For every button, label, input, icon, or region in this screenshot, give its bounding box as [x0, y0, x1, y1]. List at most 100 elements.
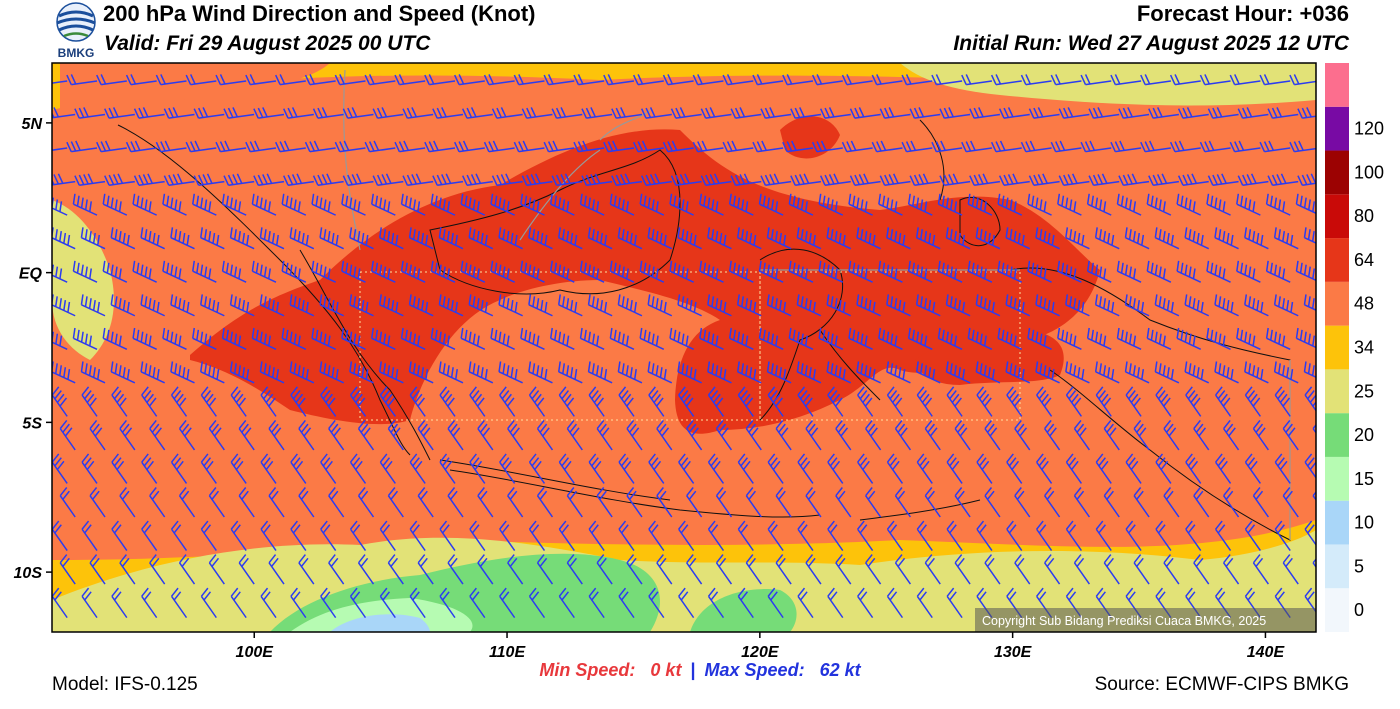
wind-barb — [618, 520, 635, 551]
wind-barb — [707, 520, 725, 551]
wind-barb — [162, 193, 187, 216]
wind-barb — [766, 227, 792, 250]
wind-barb — [670, 107, 702, 119]
wind-barb — [1176, 193, 1202, 216]
wind-barb — [268, 554, 285, 585]
wind-barb — [699, 260, 724, 283]
min-speed-label: Min Speed: — [539, 660, 636, 680]
wind-barb — [857, 520, 874, 551]
wind-barb — [879, 173, 911, 186]
wind-barb — [841, 140, 873, 153]
colorbar-label: 64 — [1354, 250, 1374, 270]
wind-barb — [298, 487, 315, 518]
wind-barb — [424, 140, 456, 153]
wind-barb — [551, 173, 583, 186]
wind-barb — [230, 587, 247, 619]
wind-barb — [312, 173, 344, 186]
wind-barb — [349, 386, 367, 417]
wind-barb — [767, 587, 784, 619]
wind-barb — [617, 227, 643, 250]
wind-barb — [1086, 193, 1112, 216]
wind-barb — [617, 361, 643, 384]
wind-barb — [954, 487, 971, 518]
wind-barb — [1274, 520, 1291, 551]
wind-barb — [520, 193, 545, 216]
wind-barb — [1304, 587, 1316, 614]
wind-barb — [289, 361, 315, 384]
wind-barb — [1206, 327, 1231, 350]
wind-barb — [835, 487, 852, 518]
wind-barb — [72, 327, 98, 350]
wind-barb — [245, 74, 277, 86]
wind-barb — [907, 260, 933, 283]
wind-barb — [477, 554, 494, 585]
wind-barb — [1282, 554, 1299, 585]
wind-barb — [670, 173, 702, 186]
wind-barb — [767, 520, 784, 551]
colorbar-segment — [1325, 106, 1349, 151]
wind-barb — [370, 260, 396, 283]
wind-barb — [886, 520, 904, 551]
wind-barb — [1176, 327, 1202, 350]
wind-barb — [937, 327, 963, 350]
wind-barb — [1237, 107, 1269, 119]
wind-barb — [618, 386, 635, 417]
colorbar-label: 80 — [1354, 206, 1374, 226]
wind-barb — [394, 74, 426, 86]
wind-barb — [797, 587, 814, 619]
wind-barb — [969, 173, 1001, 186]
wind-barb — [378, 227, 404, 250]
wind-barb — [1035, 294, 1060, 317]
wind-barb — [573, 140, 605, 153]
wind-barb — [387, 487, 404, 518]
wind-barb — [342, 107, 374, 119]
wind-barb — [916, 520, 933, 551]
wind-barb — [1125, 453, 1142, 484]
wind-barb — [609, 193, 635, 216]
wind-barb — [856, 361, 881, 384]
wind-barb — [939, 173, 971, 186]
colorbar-segment — [1325, 325, 1349, 370]
wind-barb — [998, 107, 1030, 119]
wind-barb — [984, 487, 1001, 518]
wind-barb — [707, 361, 732, 384]
wind-barb — [700, 173, 732, 186]
wind-barb — [886, 361, 911, 384]
wind-barb — [110, 361, 136, 384]
wind-barb — [805, 419, 822, 451]
wind-barb — [603, 74, 635, 86]
wind-barb — [370, 327, 396, 350]
wind-barb — [945, 294, 971, 317]
wind-barb — [52, 386, 68, 417]
wind-barb — [1295, 327, 1316, 349]
wind-barb — [699, 327, 724, 350]
wind-barb — [1035, 227, 1060, 250]
wind-barb — [223, 173, 255, 186]
wind-barb — [551, 107, 583, 119]
wind-barb — [700, 107, 732, 119]
colorbar-segment — [1325, 150, 1349, 195]
wind-barb — [104, 173, 135, 186]
wind-barb — [1028, 107, 1060, 119]
wind-barb — [438, 361, 464, 384]
colorbar-segment — [1325, 588, 1349, 632]
wind-barb — [1094, 227, 1120, 250]
wind-barb — [1065, 361, 1090, 384]
wind-barb — [640, 107, 672, 119]
wind-barb — [357, 554, 375, 585]
wind-barb — [737, 453, 754, 484]
wind-barb — [931, 74, 963, 86]
wind-barb — [208, 487, 225, 518]
wind-barb — [1005, 227, 1031, 250]
lat-tick-label: 5N — [22, 116, 43, 133]
wind-barb — [1086, 260, 1112, 283]
colorbar-segment — [1325, 238, 1349, 282]
wind-barb — [119, 419, 136, 451]
wind-barb — [281, 260, 307, 283]
wind-barb — [715, 419, 733, 451]
wind-barb — [125, 140, 157, 153]
wind-barb — [894, 487, 912, 518]
wind-barb — [311, 327, 336, 350]
wind-barb — [752, 74, 784, 86]
wind-barb — [805, 487, 822, 518]
